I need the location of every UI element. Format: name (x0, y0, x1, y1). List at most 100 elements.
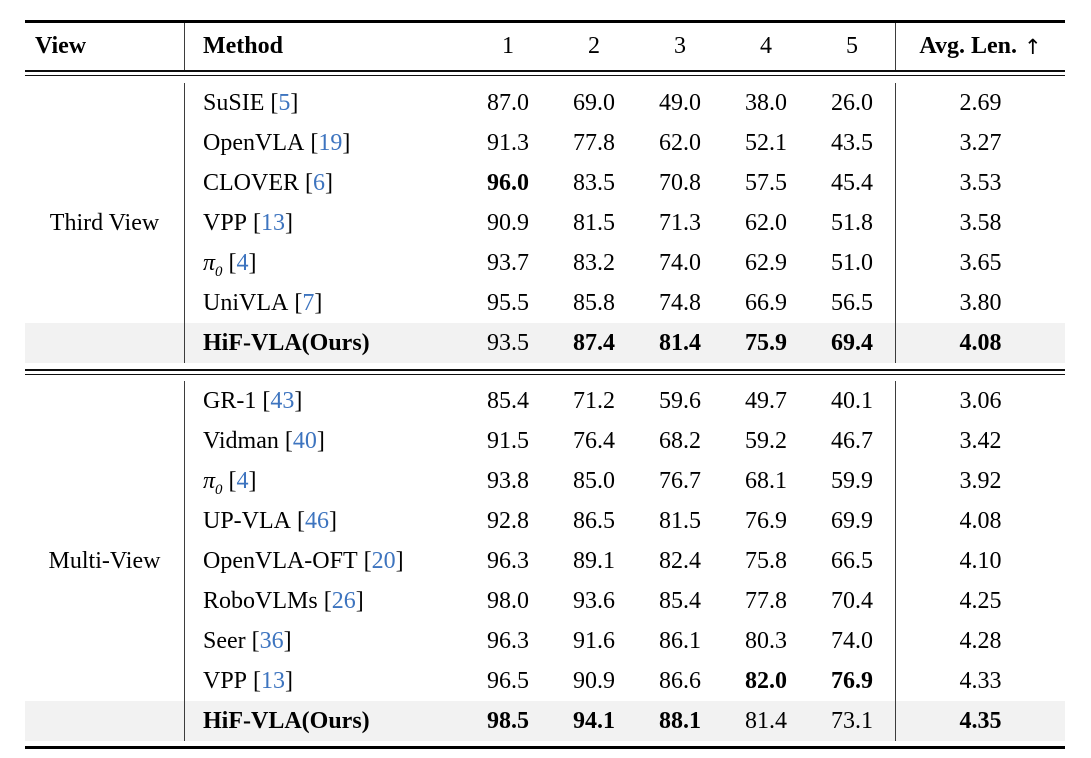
method-cell: SuSIE [5] (203, 89, 299, 116)
citation-link[interactable]: 20 (371, 547, 396, 574)
citation-link[interactable]: 13 (261, 209, 286, 236)
success-rate-cell: 59.9 (831, 467, 873, 494)
bottom-rule (25, 746, 1065, 749)
method-cell: CLOVER [6] (203, 169, 333, 196)
success-rate-cell: 82.0 (745, 667, 787, 694)
citation-link[interactable]: 7 (302, 289, 315, 316)
success-rate-cell: 85.8 (573, 289, 615, 316)
col-header-5: 5 (846, 33, 858, 59)
success-rate-cell: 68.1 (745, 467, 787, 494)
success-rate-cell: 82.4 (659, 547, 701, 574)
success-rate-cell: 83.2 (573, 249, 615, 276)
citation-link[interactable]: 40 (292, 427, 317, 454)
success-rate-cell: 75.9 (745, 329, 787, 356)
success-rate-cell: 62.0 (659, 129, 701, 156)
success-rate-cell: 85.4 (487, 387, 529, 414)
success-rate-cell: 96.0 (487, 169, 529, 196)
success-rate-cell: 69.4 (831, 329, 873, 356)
success-rate-cell: 86.5 (573, 507, 615, 534)
success-rate-cell: 45.4 (831, 169, 873, 196)
success-rate-cell: 43.5 (831, 129, 873, 156)
view-group-text: Third View (49, 209, 160, 236)
citation-link[interactable]: 43 (270, 387, 295, 414)
success-rate-cell: 93.7 (487, 249, 529, 276)
method-name: VPP (203, 209, 248, 236)
success-rate-cell: 59.2 (745, 427, 787, 454)
success-rate-cell: 86.1 (659, 627, 701, 654)
success-rate-cell: 92.8 (487, 507, 529, 534)
success-rate-cell: 71.2 (573, 387, 615, 414)
success-rate-cell: 98.0 (487, 587, 529, 614)
avg-len-cell: 4.10 (895, 541, 1065, 581)
success-rate-cell: 66.5 (831, 547, 873, 574)
success-rate-cell: 86.6 (659, 667, 701, 694)
success-rate-cell: 93.6 (573, 587, 615, 614)
method-name: π0 (203, 467, 223, 498)
citation-link[interactable]: 4 (236, 467, 249, 494)
method-name: SuSIE (203, 89, 265, 116)
avg-len-cell: 4.08 (895, 501, 1065, 541)
method-name: VPP (203, 667, 248, 694)
method-name: Seer (203, 627, 246, 654)
method-cell: OpenVLA-OFT [20] (203, 547, 404, 574)
method-cell: VPP [13] (203, 209, 294, 236)
method-cell: Vidman [40] (203, 427, 325, 454)
method-cell: GR-1 [43] (203, 387, 303, 414)
col-header-avg-len: Avg. Len. ↑ (895, 23, 1065, 70)
success-rate-cell: 83.5 (573, 169, 615, 196)
success-rate-cell: 96.3 (487, 547, 529, 574)
success-rate-cell: 74.0 (659, 249, 701, 276)
success-rate-cell: 56.5 (831, 289, 873, 316)
success-rate-cell: 91.5 (487, 427, 529, 454)
success-rate-cell: 81.5 (573, 209, 615, 236)
success-rate-cell: 76.4 (573, 427, 615, 454)
success-rate-cell: 74.8 (659, 289, 701, 316)
success-rate-cell: 80.3 (745, 627, 787, 654)
avg-len-cell: 3.42 (895, 421, 1065, 461)
success-rate-cell: 85.4 (659, 587, 701, 614)
citation-link[interactable]: 26 (331, 587, 356, 614)
col-header-view-label: View (35, 33, 87, 59)
success-rate-cell: 73.1 (831, 707, 873, 734)
citation-link[interactable]: 46 (305, 507, 329, 534)
success-rate-cell: 76.9 (831, 667, 873, 694)
success-rate-cell: 77.8 (573, 129, 615, 156)
success-rate-cell: 62.0 (745, 209, 787, 236)
success-rate-cell: 76.7 (659, 467, 701, 494)
col-header-method-label: Method (203, 33, 283, 59)
success-rate-cell: 90.9 (487, 209, 529, 236)
citation-link[interactable]: 5 (278, 89, 291, 116)
success-rate-cell: 93.5 (487, 329, 529, 356)
avg-len-cell: 3.92 (895, 461, 1065, 501)
citation-link[interactable]: 4 (236, 249, 249, 276)
col-header-view: View (25, 23, 185, 70)
method-cell: OpenVLA [19] (203, 129, 351, 156)
success-rate-cell: 89.1 (573, 547, 615, 574)
avg-len-cell: 3.27 (895, 123, 1065, 163)
header-divider (25, 70, 1065, 76)
success-rate-cell: 74.0 (831, 627, 873, 654)
method-name: OpenVLA (203, 129, 305, 156)
method-name: Vidman (203, 427, 279, 454)
method-name: UP-VLA (203, 507, 291, 534)
citation-link[interactable]: 13 (261, 667, 286, 694)
citation-link[interactable]: 6 (313, 169, 325, 196)
avg-len-cell: 4.08 (895, 323, 1065, 363)
top-rule (25, 20, 1065, 23)
success-rate-cell: 81.4 (659, 329, 701, 356)
view-group-text: Multi-View (48, 547, 161, 574)
col-header-2: 2 (588, 33, 600, 59)
success-rate-cell: 69.9 (831, 507, 873, 534)
success-rate-cell: 88.1 (659, 707, 701, 734)
method-name: GR-1 (203, 387, 257, 414)
citation-link[interactable]: 19 (318, 129, 343, 156)
avg-len-cell: 4.28 (895, 621, 1065, 661)
col-header-avg-len-label: Avg. Len. (919, 33, 1017, 59)
citation-link[interactable]: 36 (259, 627, 284, 654)
method-cell: HiF-VLA(Ours) (185, 323, 465, 363)
col-header-3: 3 (674, 33, 686, 59)
success-rate-cell: 93.8 (487, 467, 529, 494)
success-rate-cell: 90.9 (573, 667, 615, 694)
success-rate-cell: 70.4 (831, 587, 873, 614)
success-rate-cell: 98.5 (487, 707, 529, 734)
